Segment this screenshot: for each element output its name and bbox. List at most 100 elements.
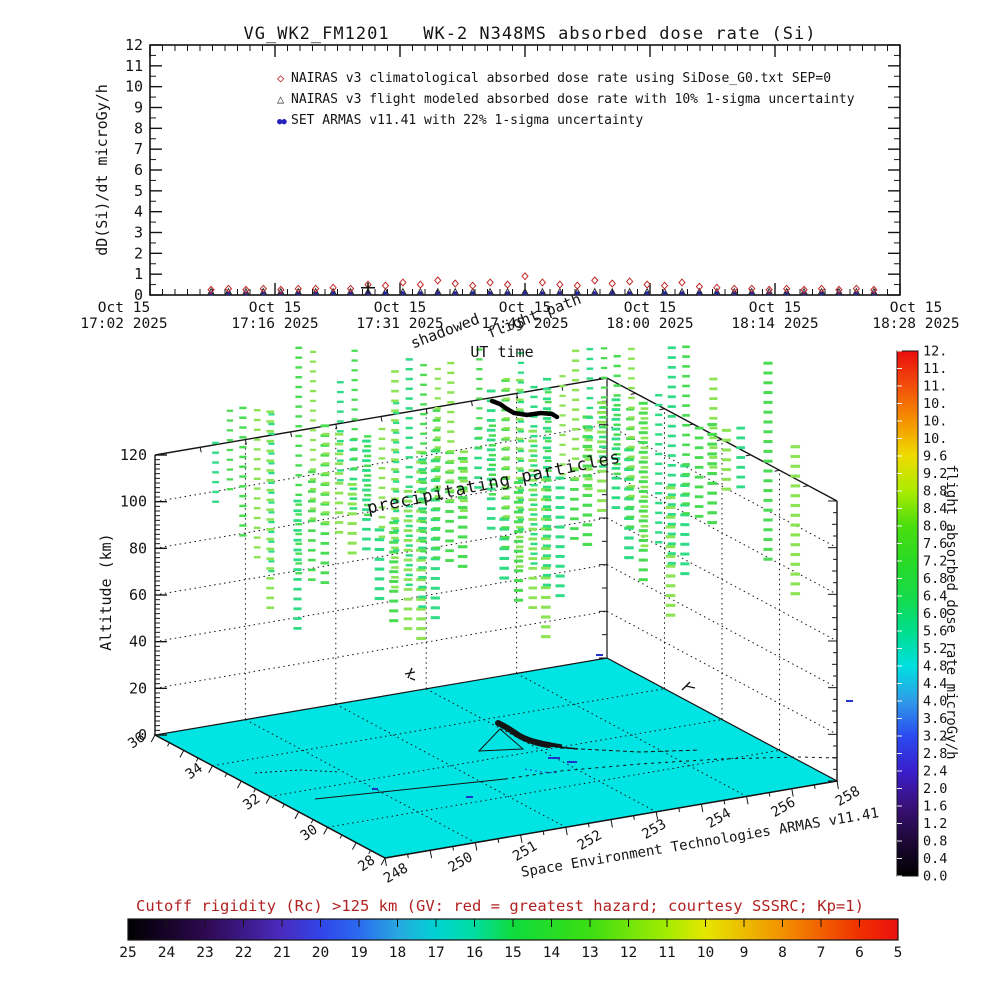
legend-item-climatological: ◇ NAIRAS v3 climatological absorbed dose … <box>277 71 831 86</box>
tick-label: 23 <box>196 945 213 961</box>
tick-label: 10 <box>697 945 714 961</box>
tick-label: 24 <box>158 945 176 961</box>
tick-label: 5.2 <box>923 641 947 657</box>
tick-label: 1.2 <box>923 816 947 832</box>
tick-label: 7 <box>817 945 826 961</box>
tick-label: 34 <box>183 760 206 783</box>
tick-label: 21 <box>273 945 290 961</box>
tick-label: 5 <box>894 945 903 961</box>
tick-label: Oct 15 <box>624 300 676 316</box>
tick-label: 17:45 2025 <box>481 316 568 332</box>
tick-label: 12 <box>125 36 143 54</box>
tick-label: 80 <box>129 539 147 557</box>
tick-label: 8.8 <box>923 484 947 500</box>
tick-label: Oct 15 <box>890 300 942 316</box>
tick-label: 6 <box>855 945 864 961</box>
tick-label: 17 <box>427 945 444 961</box>
tick-label: 1.6 <box>923 799 947 815</box>
tick-label: 250 <box>446 849 476 876</box>
tick-label: 2.4 <box>923 764 947 780</box>
tick-label: 6.4 <box>923 589 947 605</box>
tick-label: 3.2 <box>923 729 947 745</box>
tick-label: 11. <box>923 379 947 395</box>
tick-label: 18 <box>389 945 406 961</box>
tick-label: Oct 15 <box>374 300 426 316</box>
tick-label: 11. <box>923 361 947 377</box>
page-title: VG_WK2_FM1201 WK-2 N348MS absorbed dose … <box>243 24 817 44</box>
tick-label: 18:00 2025 <box>606 316 693 332</box>
tick-label: 9.2 <box>923 466 947 482</box>
tick-label: 8 <box>134 119 143 137</box>
tick-label: 18:14 2025 <box>731 316 818 332</box>
tick-label: 252 <box>575 827 605 854</box>
legend-label: NAIRAS v3 climatological absorbed dose r… <box>291 71 832 86</box>
tick-label: 20 <box>129 679 147 697</box>
tick-label: 0.4 <box>923 851 947 867</box>
tick-label: 8.4 <box>923 501 947 517</box>
tick-label: 17:16 2025 <box>231 316 318 332</box>
tick-label: 11 <box>658 945 675 961</box>
tick-label: 25 <box>119 945 136 961</box>
scene-3d: 0 20 40 60 80 100 120 36 34 32 30 28 248 250 251 252 253… <box>120 377 863 887</box>
top-x-axis-label: UT time <box>470 343 534 361</box>
tick-label: 4.8 <box>923 659 947 675</box>
colorbar-title: flight absorbed dose rate microGy/h <box>943 464 959 760</box>
tick-label: 14 <box>543 945 561 961</box>
tick-label: 15 <box>504 945 521 961</box>
open-diamond-icon: ◇ <box>277 71 285 85</box>
tick-label: 19 <box>350 945 367 961</box>
tick-label: 4.4 <box>923 676 947 692</box>
filled-circles-icon: ●● <box>277 117 287 127</box>
cutoff-rigidity-title: Cutoff rigidity (Rc) >125 km (GV: red = … <box>136 897 864 915</box>
tick-label: 8.0 <box>923 519 947 535</box>
tick-label: 2.0 <box>923 781 947 797</box>
bottom-colorbar: 25 24 23 22 21 20 19 18 17 16 15 14 13 12 11 10 9 8 7 6 5 <box>119 918 903 961</box>
tick-label: 13 <box>581 945 598 961</box>
tick-label: 7 <box>134 140 143 158</box>
tick-label: 60 <box>129 586 147 604</box>
tick-label: Oct 15 <box>249 300 301 316</box>
altitude-axis-label: Altitude (km) <box>97 533 115 651</box>
tick-label: 0 <box>134 286 143 304</box>
tick-label: 22 <box>235 945 252 961</box>
tick-label: 40 <box>129 633 147 651</box>
tick-label: 3.6 <box>923 711 947 727</box>
tick-label: 7.6 <box>923 536 947 552</box>
tick-label: 17:31 2025 <box>356 316 443 332</box>
tick-label: 6.0 <box>923 606 947 622</box>
tick-label: 4.0 <box>923 694 947 710</box>
tick-label: 10. <box>923 396 947 412</box>
tick-label: 10. <box>923 414 947 430</box>
open-triangle-icon: △ <box>277 92 285 106</box>
tick-label: Oct 15 <box>749 300 801 316</box>
tick-label: 8 <box>778 945 787 961</box>
tick-label: 17:02 2025 <box>80 316 167 332</box>
tick-label: 32 <box>240 791 263 814</box>
tick-label: 6.8 <box>923 571 947 587</box>
tick-label: 254 <box>704 805 734 832</box>
tick-label: 28 <box>355 852 378 875</box>
tick-label: 248 <box>381 860 411 887</box>
tick-label: 11 <box>125 57 143 75</box>
tick-label: 18:28 2025 <box>872 316 959 332</box>
legend-label: SET ARMAS v11.41 with 22% 1-sigma uncert… <box>291 113 644 128</box>
flight-path-shadow <box>477 720 579 752</box>
tick-label: 100 <box>120 493 147 511</box>
tick-label: 12. <box>923 344 947 360</box>
tick-label: 6 <box>134 161 143 179</box>
tick-label: 7.2 <box>923 554 947 570</box>
tick-label: 36 <box>125 729 148 752</box>
tick-label: 9 <box>134 99 143 117</box>
tick-label: 4 <box>134 203 143 221</box>
tick-label: 2 <box>134 244 143 262</box>
tick-label: 10. <box>923 431 947 447</box>
legend-item-armas: ●● SET ARMAS v11.41 with 22% 1-sigma unce… <box>277 113 643 128</box>
flight-path <box>489 398 560 420</box>
tick-label: 0.0 <box>923 869 947 885</box>
tick-label: 3 <box>134 224 143 242</box>
tick-label: 9.6 <box>923 449 947 465</box>
tick-label: 16 <box>466 945 483 961</box>
